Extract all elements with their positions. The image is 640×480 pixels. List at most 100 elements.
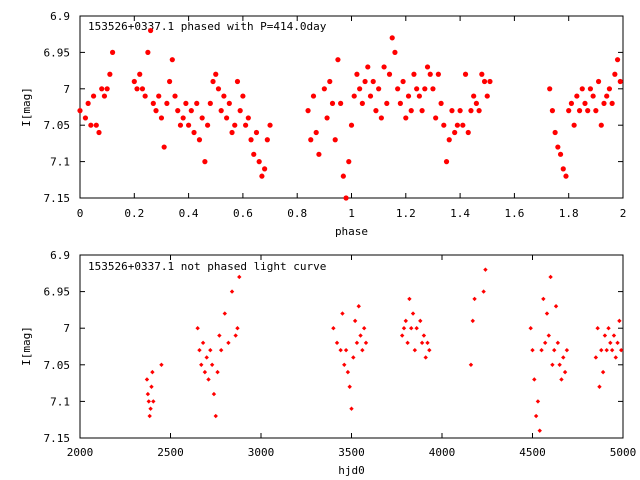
- data-point: [256, 159, 262, 165]
- data-point: [412, 347, 418, 353]
- data-point: [599, 347, 604, 353]
- data-point: [240, 93, 246, 99]
- data-point: [151, 399, 156, 404]
- data-point: [593, 108, 599, 114]
- data-point: [457, 108, 463, 114]
- data-point: [235, 326, 240, 331]
- data-point: [215, 86, 222, 92]
- data-point: [195, 326, 200, 331]
- data-point: [158, 115, 165, 121]
- data-point: [180, 115, 186, 121]
- x-tick-label: 1.4: [450, 207, 470, 220]
- data-point: [88, 122, 94, 128]
- data-point: [234, 78, 241, 85]
- data-point: [608, 340, 613, 346]
- y-tick-label: 7: [63, 322, 70, 335]
- data-point: [340, 173, 346, 179]
- data-point: [338, 347, 343, 353]
- data-point: [338, 100, 344, 106]
- data-point: [563, 173, 569, 179]
- data-point: [422, 86, 428, 92]
- data-point: [259, 173, 265, 179]
- data-point: [245, 115, 251, 121]
- data-point: [169, 57, 175, 63]
- data-point: [468, 362, 474, 367]
- data-point: [585, 108, 591, 114]
- x-tick-label: 1.8: [559, 207, 579, 220]
- x-axis-label: phase: [335, 225, 368, 238]
- data-point: [145, 391, 151, 397]
- data-point: [481, 78, 488, 85]
- data-point: [134, 86, 140, 92]
- data-point: [401, 326, 407, 331]
- data-point: [202, 159, 208, 165]
- data-point: [206, 377, 211, 382]
- data-point: [351, 93, 357, 99]
- data-point: [606, 86, 613, 92]
- data-point: [576, 108, 583, 114]
- data-point: [149, 384, 154, 389]
- data-point: [150, 369, 155, 375]
- x-tick-label: 3000: [248, 446, 275, 459]
- data-points: [144, 267, 624, 433]
- data-point: [552, 347, 557, 353]
- data-point: [354, 340, 360, 346]
- data-point: [197, 347, 202, 353]
- data-point: [137, 71, 143, 77]
- data-point: [483, 267, 488, 272]
- y-tick-label: 6.95: [44, 286, 71, 299]
- data-point: [443, 159, 450, 165]
- data-point: [484, 93, 490, 99]
- data-point: [77, 108, 83, 114]
- data-point: [441, 122, 447, 128]
- data-point: [210, 78, 216, 85]
- x-tick-label: 0.2: [124, 207, 144, 220]
- data-point: [172, 93, 178, 99]
- data-point: [166, 78, 173, 85]
- y-tick-label: 7.05: [44, 119, 71, 132]
- data-point: [384, 100, 390, 106]
- data-point: [487, 78, 493, 85]
- data-point: [356, 304, 361, 309]
- data-point: [609, 100, 615, 106]
- data-point: [93, 122, 99, 128]
- data-point: [470, 318, 475, 324]
- y-tick-label: 7.1: [50, 395, 70, 408]
- data-point: [552, 129, 558, 136]
- data-point: [352, 318, 358, 324]
- data-point: [218, 347, 224, 353]
- chart-title: 153526+0337.1 not phased light curve: [88, 260, 326, 273]
- data-point: [99, 86, 105, 92]
- data-point: [600, 369, 606, 375]
- y-axis-label: I[mag]: [20, 326, 33, 366]
- data-point: [423, 355, 428, 360]
- x-tick-label: 0.4: [179, 207, 199, 220]
- data-point: [555, 340, 561, 346]
- data-point: [614, 57, 621, 63]
- data-point: [248, 137, 254, 143]
- data-point: [395, 86, 401, 92]
- data-point: [411, 71, 417, 77]
- y-tick-label: 7.15: [44, 192, 71, 205]
- data-point: [308, 137, 314, 143]
- data-point: [148, 406, 153, 411]
- data-point: [226, 100, 232, 106]
- data-point: [177, 122, 184, 128]
- data-point: [226, 340, 231, 346]
- data-point: [224, 115, 230, 121]
- x-tick-label: 1: [348, 207, 355, 220]
- x-tick-label: 2: [620, 207, 627, 220]
- data-point: [262, 166, 268, 172]
- data-point: [150, 100, 156, 106]
- data-point: [316, 151, 322, 157]
- data-point: [604, 93, 610, 99]
- data-point: [579, 86, 585, 92]
- data-point: [449, 108, 455, 114]
- data-point: [544, 311, 550, 316]
- data-point: [460, 122, 466, 128]
- data-point: [233, 333, 238, 338]
- data-point: [528, 326, 533, 331]
- data-point: [345, 369, 351, 375]
- data-point: [109, 49, 116, 56]
